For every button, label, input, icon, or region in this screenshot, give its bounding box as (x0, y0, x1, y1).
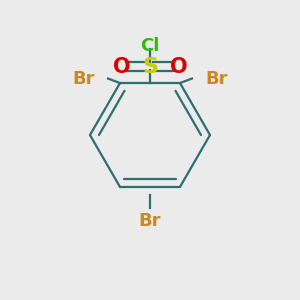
Text: O: O (113, 56, 130, 76)
Text: O: O (170, 56, 187, 76)
Text: Br: Br (206, 70, 228, 88)
Text: Br: Br (139, 212, 161, 230)
Text: Cl: Cl (140, 37, 160, 55)
Text: Br: Br (72, 70, 94, 88)
Text: S: S (142, 56, 158, 76)
